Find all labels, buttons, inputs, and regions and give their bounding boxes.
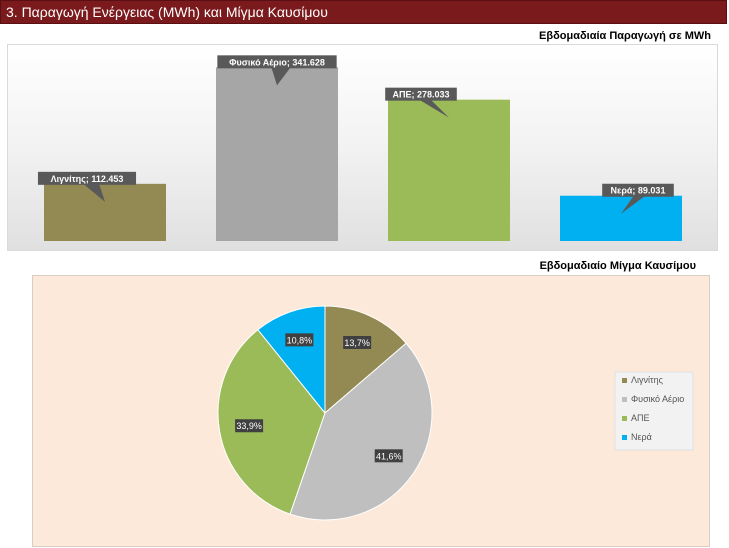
- bar-callout-box-3: [602, 183, 674, 197]
- legend-label-2: ΑΠΕ: [631, 413, 650, 423]
- bar-chart-panel: Λιγνίτης; 112.453 Φυσικό Αέριο; 341.628 ΑΠ…: [7, 44, 718, 251]
- pie-data-label-2: 33,9%: [236, 421, 262, 431]
- pie-chart: 13,7% 41,6% 33,9% 10,8% Λιγνίτης Φυσικό Αέριο…: [217, 305, 694, 521]
- bar-callout-pointer-2: [417, 98, 449, 118]
- legend-label-1: Φυσικό Αέριο: [631, 394, 684, 404]
- pie-legend: Λιγνίτης Φυσικό Αέριο ΑΠΕ Νερά: [614, 371, 694, 451]
- pie-label-box-0: [343, 335, 372, 349]
- legend-swatch-1: [622, 397, 627, 402]
- legend-box: [614, 371, 694, 451]
- pie-label-box-2: [235, 419, 264, 433]
- pie-data-label-1: 41,6%: [376, 451, 402, 461]
- legend-label-0: Λιγνίτης: [631, 375, 664, 385]
- legend-swatch-0: [622, 378, 627, 383]
- bar-data-label-2: ΑΠΕ; 278.033: [392, 90, 449, 100]
- pie-label-box-1: [374, 449, 403, 463]
- bar-callout-box-0: [37, 171, 137, 185]
- bar-3: [560, 195, 682, 241]
- pie-label-box-3: [285, 333, 314, 347]
- bar-0: [44, 183, 166, 241]
- bar-callout-pointer-0: [82, 182, 105, 202]
- pie-slice-0: [324, 305, 407, 415]
- bar-callout-pointer-1: [271, 66, 292, 86]
- pie-chart-panel: 13,7% 41,6% 33,9% 10,8% Λιγνίτης Φυσικό Αέριο…: [32, 275, 710, 547]
- pie-data-label-3: 10,8%: [287, 335, 313, 345]
- section-header: 3. Παραγωγή Ενέργειας (MWh) και Μίγμα Κα…: [0, 0, 727, 24]
- bar-callout-box-1: [217, 55, 337, 69]
- pie-data-label-0: 13,7%: [344, 338, 370, 348]
- bar-chart-title: Εβδομαδιαία Παραγωγή σε MWh: [539, 30, 711, 42]
- section-title: 3. Παραγωγή Ενέργειας (MWh) και Μίγμα Κα…: [6, 4, 328, 20]
- bar-data-label-1: Φυσικό Αέριο; 341.628: [229, 57, 325, 67]
- bar-2: [388, 99, 510, 241]
- legend-swatch-2: [622, 416, 627, 421]
- legend-label-3: Νερά: [631, 432, 652, 442]
- bar-callout-pointer-3: [621, 194, 647, 214]
- bar-chart: Λιγνίτης; 112.453 Φυσικό Αέριο; 341.628 ΑΠ…: [37, 55, 682, 241]
- pie-slice-1: [289, 342, 433, 521]
- pie-slice-2: [217, 329, 326, 515]
- bar-1: [216, 67, 338, 241]
- pie-slice-3: [257, 305, 326, 415]
- bar-data-label-0: Λιγνίτης; 112.453: [51, 174, 124, 184]
- legend-swatch-3: [622, 435, 627, 440]
- bar-callout-box-2: [385, 87, 457, 101]
- bar-data-label-3: Νερά; 89.031: [611, 186, 666, 196]
- pie-chart-title: Εβδομαδιαίο Μίγμα Καυσίμου: [539, 260, 696, 272]
